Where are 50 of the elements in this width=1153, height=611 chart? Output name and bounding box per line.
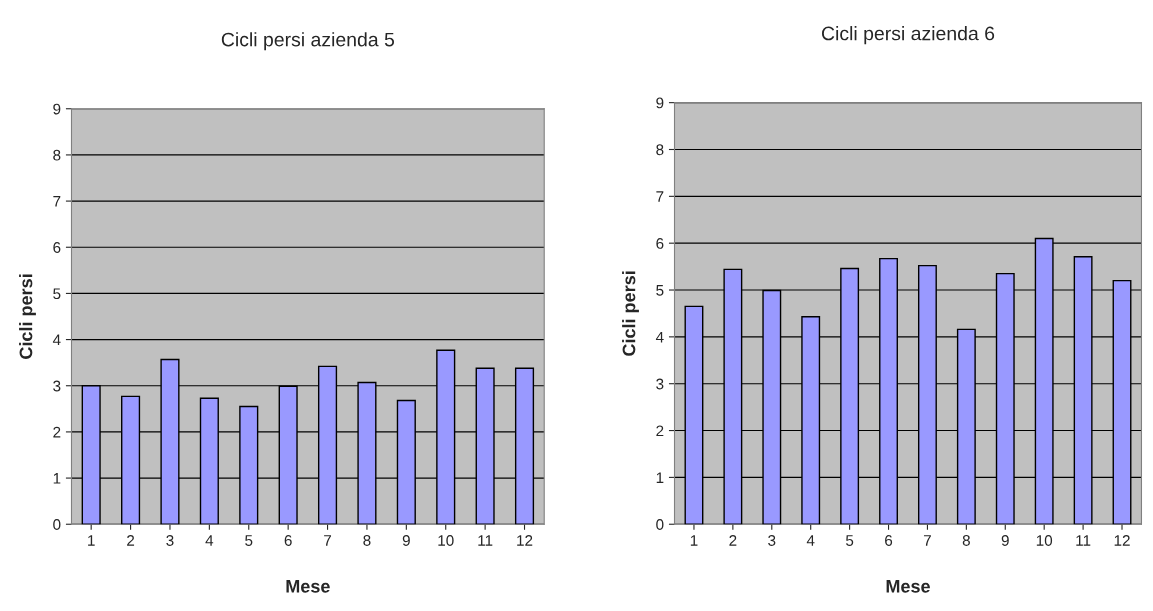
x-tick-label: 7: [324, 535, 332, 546]
x-axis-title: Mese: [886, 580, 930, 593]
y-tick-label: 6: [656, 238, 664, 249]
y-tick-label: 9: [656, 97, 664, 109]
chart-title: Cicli persi azienda 5: [221, 32, 395, 51]
y-tick-label: 2: [53, 426, 61, 438]
y-tick-label: 5: [656, 285, 664, 296]
y-tick-label: 0: [53, 519, 61, 530]
y-tick-label: 6: [53, 242, 61, 253]
x-tick-label: 5: [245, 535, 253, 546]
y-tick-label: 8: [656, 144, 664, 156]
y-tick-label: 7: [53, 196, 61, 207]
x-tick-label: 9: [402, 535, 410, 546]
y-tick-label: 0: [656, 519, 664, 530]
y-tick-label: 8: [53, 149, 61, 161]
x-tick-label: 3: [166, 535, 174, 546]
x-tick-label: 12: [1114, 535, 1130, 546]
y-axis-title: Cicli persi: [19, 274, 36, 359]
y-tick-label: 3: [53, 380, 61, 392]
y-tick-label: 5: [53, 288, 61, 300]
x-tick-label: 8: [363, 535, 371, 546]
x-tick-label: 12: [517, 535, 533, 546]
y-tick-label: 4: [655, 331, 664, 343]
x-axis-title: Mese: [286, 580, 330, 593]
y-tick-label: 1: [53, 473, 61, 484]
y-tick-label: 7: [656, 191, 664, 202]
x-tick-label: 3: [768, 535, 776, 546]
y-tick-label: 1: [656, 472, 664, 483]
x-tick-label: 2: [127, 535, 135, 546]
y-tick-label: 4: [52, 334, 61, 346]
x-tick-label: 11: [1076, 535, 1091, 546]
x-tick-label: 8: [962, 535, 970, 546]
x-tick-label: 6: [284, 535, 292, 546]
x-tick-label: 10: [1036, 535, 1053, 546]
chart-title: Cicli persi azienda 6: [821, 26, 995, 45]
x-tick-label: 4: [205, 535, 214, 546]
x-tick-label: 11: [478, 535, 493, 546]
y-tick-label: 3: [656, 378, 664, 390]
x-tick-label: 2: [729, 535, 737, 546]
y-tick-label: 9: [53, 103, 61, 115]
x-tick-label: 4: [806, 535, 815, 546]
x-tick-label: 7: [923, 535, 931, 546]
y-axis-title: Cicli persi: [622, 271, 639, 356]
x-tick-label: 1: [690, 535, 698, 546]
x-tick-label: 10: [438, 535, 454, 546]
x-tick-label: 9: [1001, 535, 1009, 546]
x-tick-label: 6: [885, 535, 893, 546]
x-tick-label: 5: [845, 535, 854, 546]
y-tick-label: 2: [656, 425, 664, 437]
x-tick-label: 1: [88, 535, 95, 546]
